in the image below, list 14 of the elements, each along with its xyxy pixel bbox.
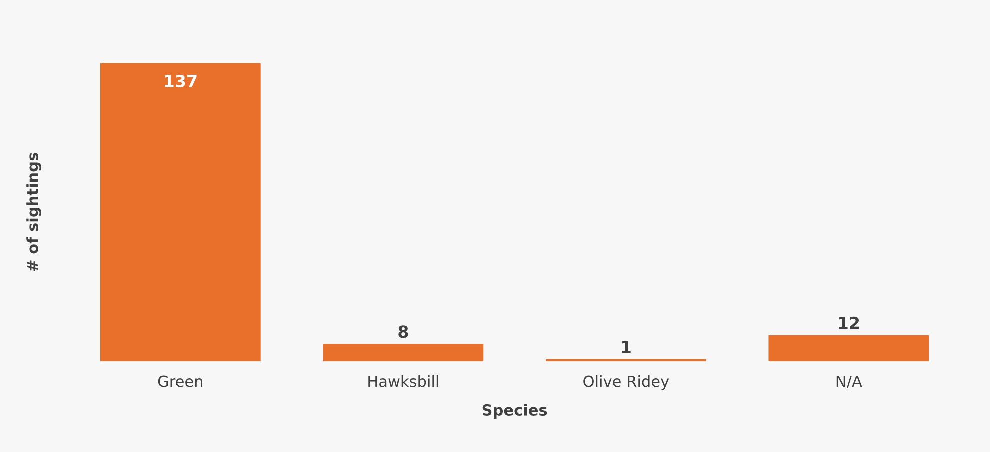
data-label: 8 (398, 326, 408, 338)
x-axis-title: Species (482, 404, 548, 419)
x-tick-label: Green (158, 376, 203, 388)
bar (323, 344, 484, 362)
x-tick-label: N/A (836, 376, 862, 389)
y-axis-title: # of sightings (26, 153, 42, 272)
bar (100, 63, 261, 362)
bar (768, 335, 930, 362)
data-label: 12 (839, 316, 860, 330)
x-tick-label: Olive Ridey (584, 375, 670, 390)
bar (546, 359, 706, 362)
data-label: 1 (622, 341, 631, 354)
data-label: 137 (165, 74, 197, 88)
x-tick-label: Hawksbill (368, 375, 438, 388)
